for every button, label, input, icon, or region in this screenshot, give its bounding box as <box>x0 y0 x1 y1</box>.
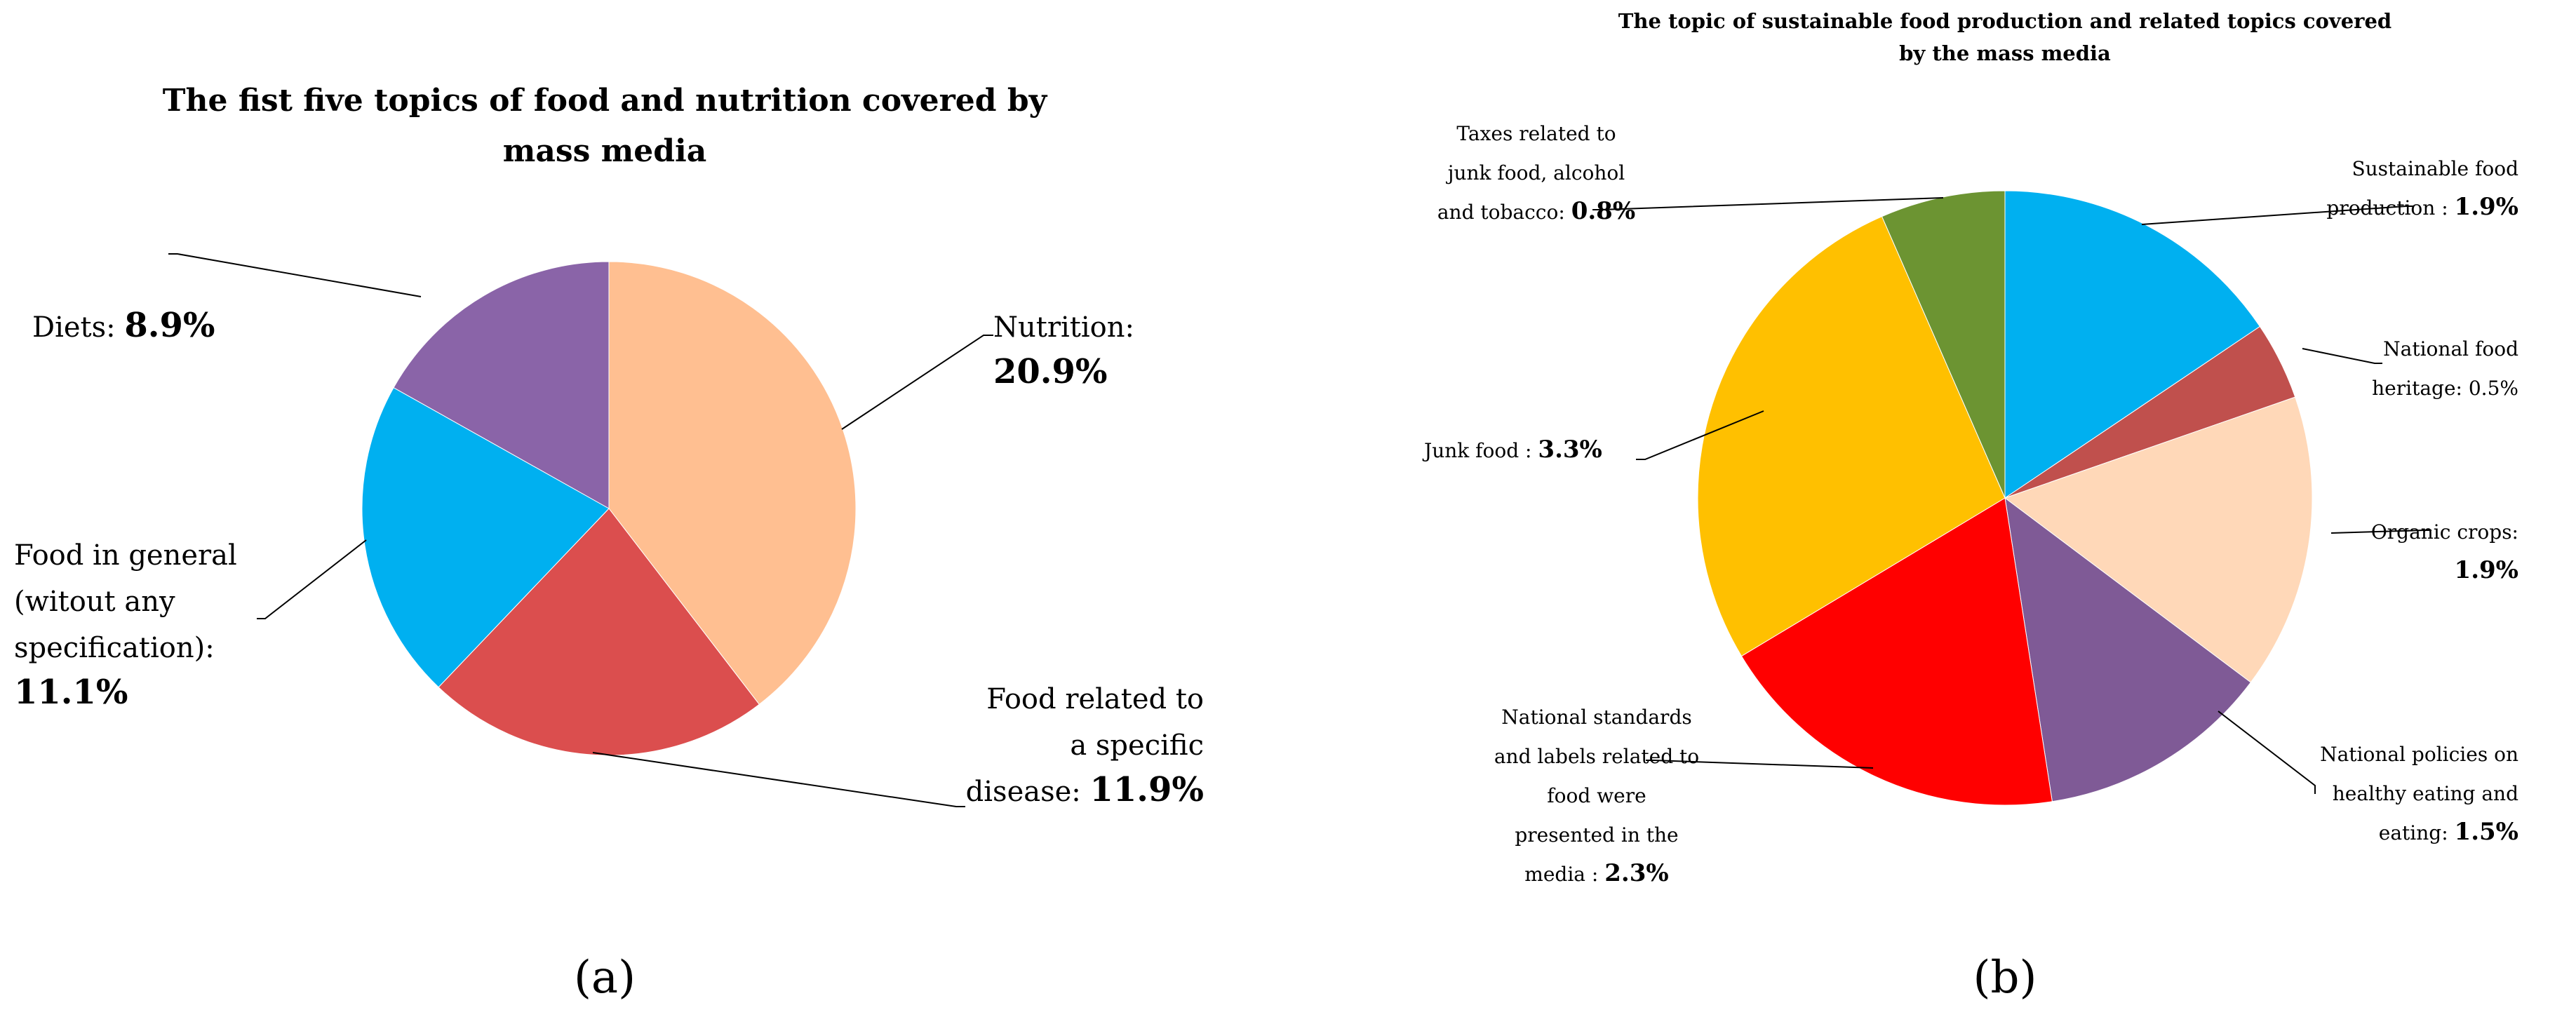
slice-label-taxes-related-to-junk-food-alcohol-and-tobacco: junk food, alcohol <box>1446 161 1625 184</box>
slice-label-national-food-heritage: heritage: 0.5% <box>2372 377 2518 400</box>
slice-label-food-in-general-witout-any-specification: (witout any <box>14 586 175 618</box>
leader-line-nutrition <box>841 335 993 430</box>
slice-label-junk-food: Junk food : 3.3% <box>1422 436 1602 464</box>
leader-line-junk-food <box>1636 410 1764 460</box>
slice-label-organic-crops: Organic crops: <box>2371 520 2518 544</box>
pie-chart-b: The topic of sustainable food production… <box>1422 9 2518 887</box>
chart-title-line: mass media <box>503 133 706 169</box>
slice-label-food-related-to-a-specific-disease: disease: 11.9% <box>966 770 1204 809</box>
chart-title-line: The fist five topics of food and nutriti… <box>163 83 1048 119</box>
figure-label-a: (a) <box>574 952 636 1004</box>
leader-line-sustainable-food-production <box>2141 206 2413 225</box>
slice-label-national-policies-on-healthy-eating-and-eating: eating: 1.5% <box>2379 818 2518 846</box>
slice-label-national-standards-and-labels-related-to-food-were-presented-in-the-media: presented in the <box>1515 823 1678 847</box>
slice-label-food-in-general-witout-any-specification: specification): <box>14 632 215 664</box>
pie-slice-national-policies-on-healthy-eating-and-eating <box>2004 497 2252 802</box>
slice-label-national-standards-and-labels-related-to-food-were-presented-in-the-media: and labels related to <box>1494 745 1699 768</box>
slice-label-food-related-to-a-specific-disease: Food related to <box>986 683 1204 715</box>
pie-slice-organic-crops <box>2004 396 2313 683</box>
slice-label-sustainable-food-production: production : 1.9% <box>2326 193 2518 221</box>
slice-label-organic-crops: 1.9% <box>2455 556 2518 584</box>
figure-label-b: (b) <box>1973 952 2037 1004</box>
slice-label-national-food-heritage: National food <box>2383 337 2518 361</box>
slice-label-national-standards-and-labels-related-to-food-were-presented-in-the-media: food were <box>1547 784 1646 807</box>
leader-line-national-policies-on-healthy-eating-and-eating <box>2218 710 2316 794</box>
pie-chart-a: The fist five topics of food and nutriti… <box>14 83 1204 809</box>
slice-label-taxes-related-to-junk-food-alcohol-and-tobacco: and tobacco: 0.8% <box>1437 197 1635 225</box>
leader-line-food-in-general-witout-any-specification <box>257 539 367 619</box>
slice-label-food-related-to-a-specific-disease: a specific <box>1070 729 1204 762</box>
leader-line-organic-crops <box>2330 530 2431 534</box>
pie-slice-sustainable-food-production <box>2004 190 2261 499</box>
chart-title-line: The topic of sustainable food production… <box>1618 9 2391 33</box>
slice-label-food-in-general-witout-any-specification: 11.1% <box>14 673 128 712</box>
pie-slice-food-related-to-a-specific-disease <box>438 508 760 756</box>
slice-label-diets: Diets: 8.9% <box>32 306 215 345</box>
pie-slice-diets <box>393 261 610 509</box>
slice-label-national-standards-and-labels-related-to-food-were-presented-in-the-media: media : 2.3% <box>1524 859 1668 887</box>
slice-label-nutrition: 20.9% <box>993 352 1108 391</box>
pie-slice-junk-food <box>1697 215 2006 657</box>
leader-line-national-standards-and-labels-related-to-food-were-presented-in-the-media <box>1646 760 1874 769</box>
leader-line-national-food-heritage <box>2302 348 2382 364</box>
slice-label-national-policies-on-healthy-eating-and-eating: healthy eating and <box>2333 782 2518 805</box>
chart-title-line: by the mass media <box>1899 41 2111 65</box>
slice-label-sustainable-food-production: Sustainable food <box>2352 157 2518 180</box>
pie-slice-food-in-general-witout-any-specification <box>361 386 610 688</box>
pie-slice-national-standards-and-labels-related-to-food-were-presented-in-the-media <box>1740 497 2053 806</box>
slice-label-national-policies-on-healthy-eating-and-eating: National policies on <box>2320 743 2518 766</box>
slice-label-national-standards-and-labels-related-to-food-were-presented-in-the-media: National standards <box>1501 706 1691 729</box>
slice-label-taxes-related-to-junk-food-alcohol-and-tobacco: Taxes related to <box>1456 122 1616 145</box>
slice-label-nutrition: Nutrition: <box>993 311 1134 344</box>
leader-line-taxes-related-to-junk-food-alcohol-and-tobacco <box>1592 197 1944 210</box>
slice-label-food-in-general-witout-any-specification: Food in general <box>14 539 237 572</box>
leader-line-food-related-to-a-specific-disease <box>592 752 965 807</box>
leader-line-diets <box>168 253 422 297</box>
